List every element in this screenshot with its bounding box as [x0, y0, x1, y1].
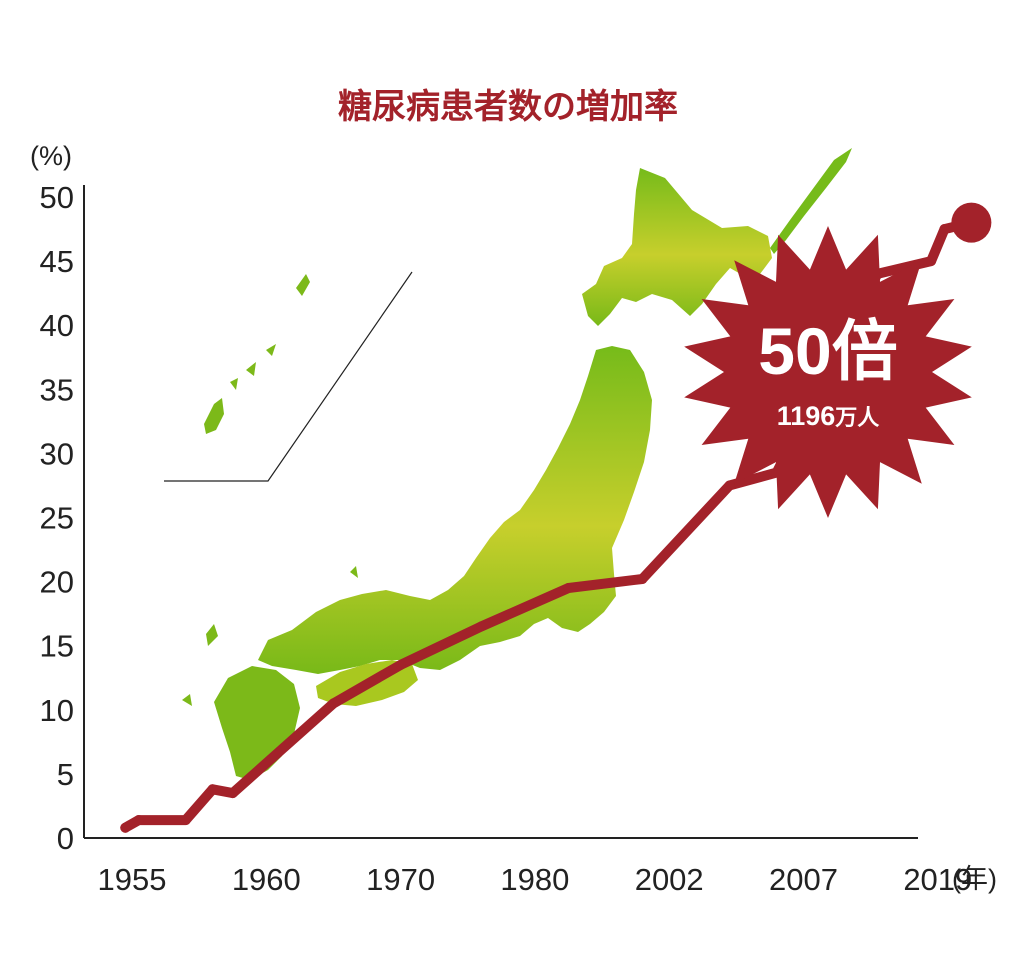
map-honshu	[258, 346, 652, 674]
x-tick-label-1980: 1980	[500, 862, 569, 897]
callout-burst-shape	[684, 226, 972, 518]
okinawa-inset-leader-line	[164, 271, 413, 482]
chart-title: 糖尿病患者数の増加率	[338, 87, 678, 127]
map-okinawa-islands	[204, 274, 310, 434]
y-tick-label-10: 10	[40, 693, 74, 728]
series-point-8	[563, 583, 574, 594]
y-tick-label-5: 5	[57, 757, 74, 792]
x-tick-label-1955: 1955	[98, 862, 167, 897]
callout-sub-number: 1196	[777, 401, 836, 431]
callout-sub-text: 1196万人	[777, 401, 880, 431]
series-line	[120, 217, 977, 833]
map-kuril-islands	[770, 148, 852, 254]
y-axis-unit: (%)	[30, 141, 72, 171]
map-small-islands	[182, 566, 358, 706]
x-tick-label-1960: 1960	[232, 862, 301, 897]
x-tick-label-2019: 2019	[903, 862, 972, 897]
series-point-13	[926, 256, 937, 267]
series-point-4	[227, 788, 238, 799]
y-tick-label-35: 35	[40, 372, 74, 407]
y-tick-label-25: 25	[40, 501, 74, 536]
series-point-5	[328, 698, 339, 709]
series-point-1	[133, 815, 144, 826]
series-point-6	[395, 659, 406, 670]
series-point-0	[120, 822, 131, 833]
callout-sub-unit: 万人	[834, 405, 879, 430]
map-kyushu	[214, 666, 300, 780]
y-tick-label-20: 20	[40, 565, 74, 600]
y-tick-label-45: 45	[40, 244, 74, 279]
y-tick-label-30: 30	[40, 436, 74, 471]
map-hokkaido	[582, 168, 772, 326]
series-point-10	[724, 480, 735, 491]
end-marker-dot	[951, 202, 992, 243]
y-tick-label-40: 40	[40, 308, 74, 343]
series-points	[120, 224, 950, 833]
series-point-3	[207, 784, 218, 795]
callout-main-text: 50倍	[758, 314, 897, 388]
series-point-14	[939, 224, 950, 235]
series-point-2	[180, 815, 191, 826]
x-tick-label-1970: 1970	[366, 862, 435, 897]
y-tick-label-15: 15	[40, 629, 74, 664]
x-axis-unit: (年)	[952, 864, 997, 894]
series-point-9	[637, 574, 648, 585]
x-tick-label-2002: 2002	[635, 862, 704, 897]
series-point-7	[476, 621, 487, 632]
y-tick-label-0: 0	[57, 821, 74, 856]
x-tick-label-2007: 2007	[769, 862, 838, 897]
y-tick-labels: 0 5 10 15 20 25 30 35 40 45 50	[40, 180, 74, 856]
callout-badge: 50倍 1196万人	[684, 226, 972, 518]
y-tick-label-50: 50	[40, 180, 74, 215]
x-tick-labels: 1955 1960 1970 1980 2002 2007 2019	[98, 862, 973, 897]
